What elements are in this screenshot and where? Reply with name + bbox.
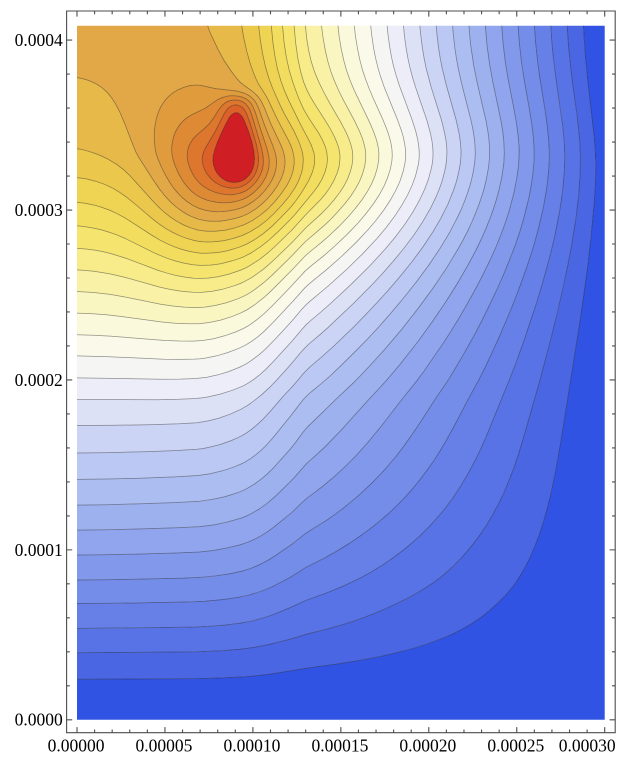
svg-text:0.00015: 0.00015 (311, 735, 368, 755)
svg-text:0.00000: 0.00000 (48, 735, 105, 755)
svg-text:0.0004: 0.0004 (15, 30, 63, 50)
svg-text:0.0000: 0.0000 (15, 710, 63, 730)
svg-text:0.0003: 0.0003 (15, 200, 63, 220)
svg-text:0.00025: 0.00025 (487, 735, 544, 755)
svg-text:0.0001: 0.0001 (15, 540, 63, 560)
svg-text:0.00010: 0.00010 (223, 735, 280, 755)
svg-text:0.0002: 0.0002 (15, 370, 63, 390)
svg-text:0.00005: 0.00005 (135, 735, 192, 755)
svg-text:0.00020: 0.00020 (399, 735, 456, 755)
svg-text:0.00030: 0.00030 (559, 735, 616, 755)
